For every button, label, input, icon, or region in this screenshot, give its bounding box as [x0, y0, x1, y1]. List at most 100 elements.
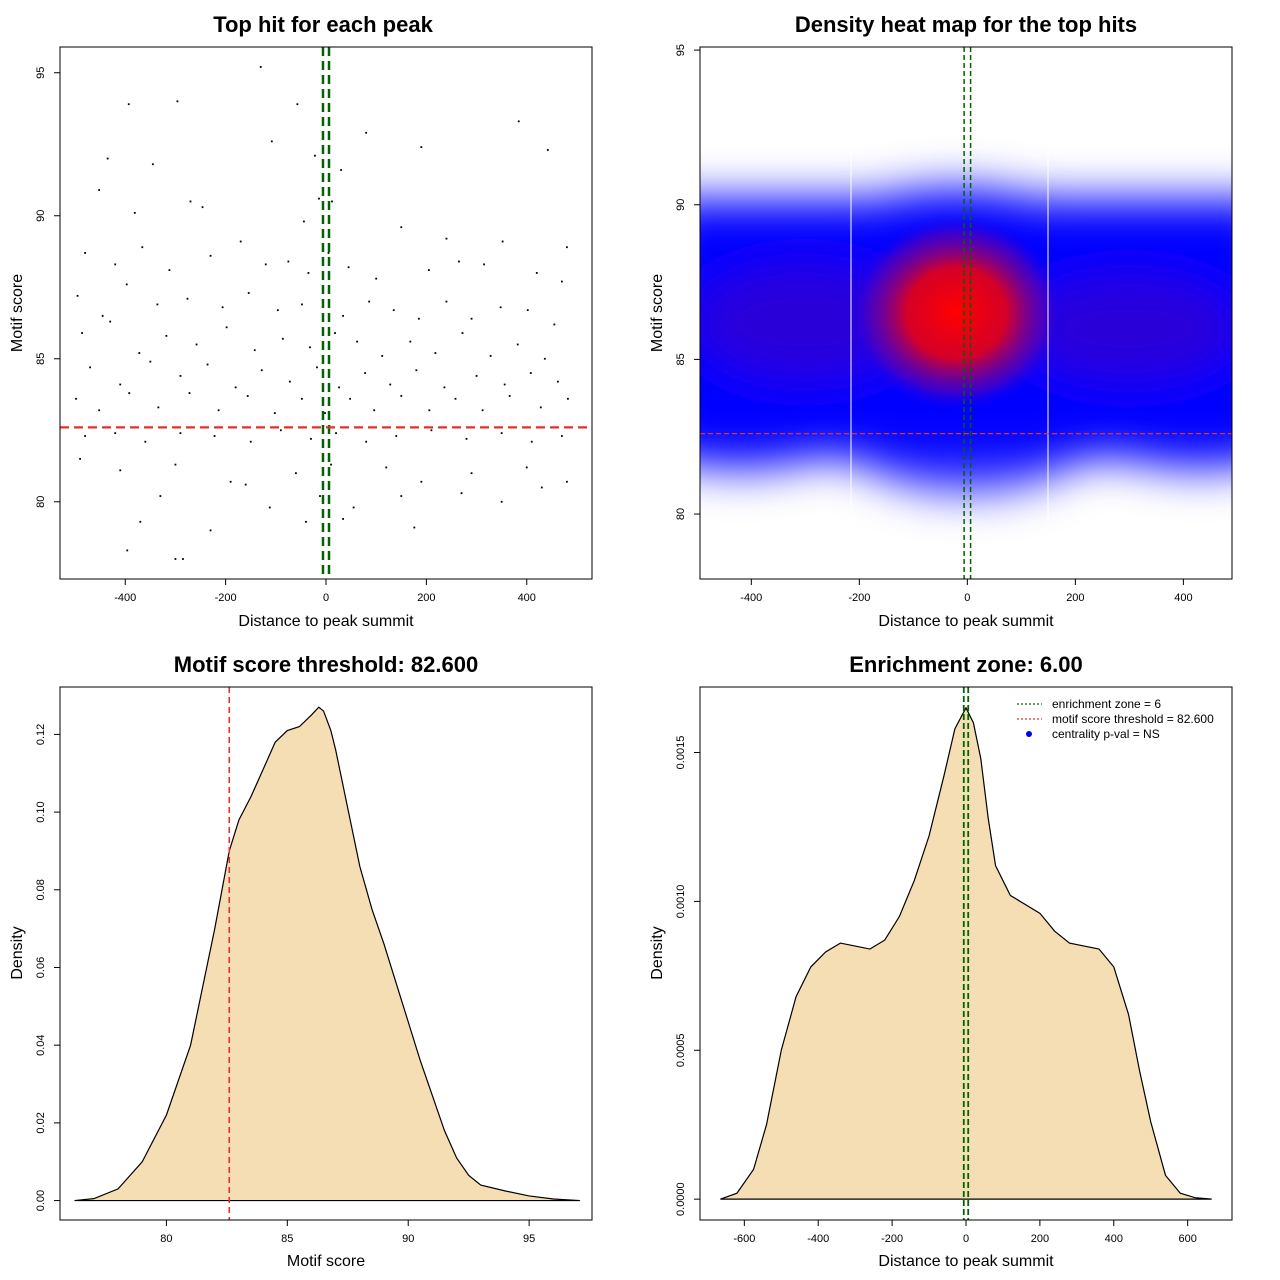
scatter-point: [461, 332, 464, 334]
scatter-x-tick-label: -200: [215, 592, 237, 604]
scatter-point: [209, 254, 212, 257]
scatter-point: [420, 480, 423, 483]
scatter-point: [213, 435, 216, 437]
score-x-tick-label: 90: [402, 1233, 414, 1245]
scatter-point: [109, 320, 112, 323]
scatter-point: [288, 380, 291, 383]
scatter-point: [327, 252, 330, 254]
scatter-point: [244, 483, 247, 486]
scatter-point: [287, 260, 290, 263]
scatter-point: [151, 163, 154, 166]
scatter-point: [176, 100, 179, 103]
scatter-point: [133, 211, 136, 214]
scatter-point: [119, 469, 122, 472]
scatter-point: [324, 412, 326, 415]
scatter-point: [307, 272, 310, 274]
scatter-point: [489, 355, 492, 357]
distance-y-axis: 0.0000 0.0005 0.0010 0.0015: [675, 736, 700, 1216]
scatter-point: [174, 558, 177, 560]
scatter-point: [530, 440, 533, 443]
score-density-line: [74, 706, 580, 1202]
heatmap-title: Density heat map for the top hits: [795, 12, 1137, 37]
scatter-point: [430, 429, 433, 432]
score-y-tick-label: 0.02: [35, 1112, 47, 1133]
scatter-point: [195, 343, 198, 346]
scatter-point: [529, 372, 532, 374]
scatter-y-label: Motif score: [9, 274, 26, 352]
scatter-point: [101, 314, 104, 317]
scatter-point: [445, 237, 448, 240]
distance-x-tick-label: -400: [807, 1233, 829, 1245]
heatmap-y-tick-label: 90: [675, 199, 687, 211]
scatter-point: [566, 246, 568, 249]
scatter-point: [281, 337, 284, 340]
heatmap-x-tick-label: 400: [1174, 592, 1192, 604]
scatter-point: [503, 383, 506, 386]
scatter-point: [535, 272, 538, 274]
scatter-point: [499, 306, 502, 309]
scatter-point: [338, 386, 340, 389]
score-y-axis: 0.00 0.02 0.04 0.06 0.08 0.10 0.12: [35, 724, 60, 1211]
score-y-label: Density: [9, 926, 26, 979]
scatter-panel: Top hit for each peak -400 -200 0 200 400 80…: [9, 12, 593, 630]
scatter-point: [206, 363, 209, 366]
scatter-point: [560, 280, 563, 283]
scatter-point: [179, 375, 182, 377]
scatter-point: [500, 432, 503, 435]
legend-threshold-label: motif score threshold = 82.600: [1052, 712, 1214, 726]
heatmap-y-axis: 80 85 90 95: [675, 44, 700, 520]
scatter-point: [539, 406, 542, 409]
score-y-tick-label: 0.04: [35, 1034, 47, 1055]
scatter-point: [508, 395, 511, 397]
scatter-point: [460, 492, 463, 495]
heatmap-panel: Density heat map for the top hits -400 -2…: [649, 12, 1233, 630]
scatter-title: Top hit for each peak: [213, 12, 433, 37]
scatter-x-label: Distance to peak summit: [238, 613, 414, 630]
distance-y-tick-label: 0.0015: [675, 736, 687, 770]
distance-x-tick-label: 600: [1178, 1233, 1196, 1245]
distance-density-fill: [720, 707, 1212, 1200]
scatter-point: [301, 303, 303, 306]
scatter-point: [400, 495, 403, 497]
scatter-point: [546, 149, 549, 151]
score-y-tick-label: 0.10: [35, 801, 47, 822]
distance-x-tick-label: 200: [1031, 1233, 1049, 1245]
heatmap-x-tick-label: -400: [740, 592, 762, 604]
distance-density-curve: [720, 706, 1212, 1200]
scatter-point: [427, 269, 430, 271]
heatmap-x-axis: -400 -200 0 200 400: [740, 579, 1193, 604]
scatter-point: [270, 140, 273, 143]
scatter-point: [229, 480, 232, 483]
scatter-point: [114, 432, 117, 435]
scatter-plot-frame: [59, 46, 593, 580]
score-y-tick-label: 0.00: [35, 1190, 47, 1211]
heatmap-y-tick-label: 85: [675, 353, 687, 365]
scatter-point: [189, 200, 192, 203]
scatter-point: [400, 226, 403, 229]
scatter-point: [279, 429, 282, 432]
score-y-tick-label: 0.08: [35, 879, 47, 900]
scatter-point: [409, 340, 412, 343]
scatter-point: [188, 392, 191, 394]
distance-x-tick-label: 400: [1105, 1233, 1123, 1245]
scatter-point: [314, 154, 316, 157]
scatter-point: [566, 480, 568, 483]
distance-y-tick-label: 0.0005: [675, 1033, 687, 1067]
scatter-point: [182, 558, 184, 560]
scatter-point: [114, 263, 117, 266]
scatter-point: [127, 103, 130, 106]
scatter-point: [268, 506, 271, 509]
scatter-point: [517, 120, 520, 123]
scatter-x-tick-label: -400: [114, 592, 136, 604]
distance-density-title: Enrichment zone: 6.00: [849, 652, 1083, 677]
distance-zone-lines: [962, 687, 970, 1220]
scatter-reference-lines: [60, 47, 592, 579]
scatter-point: [246, 395, 249, 397]
score-plot-frame: [59, 686, 593, 1221]
score-density-title: Motif score threshold: 82.600: [174, 652, 478, 677]
scatter-point: [119, 383, 122, 386]
scatter-point: [470, 317, 473, 320]
scatter-point: [319, 495, 321, 497]
scatter-point: [309, 346, 311, 349]
scatter-point: [253, 349, 256, 352]
